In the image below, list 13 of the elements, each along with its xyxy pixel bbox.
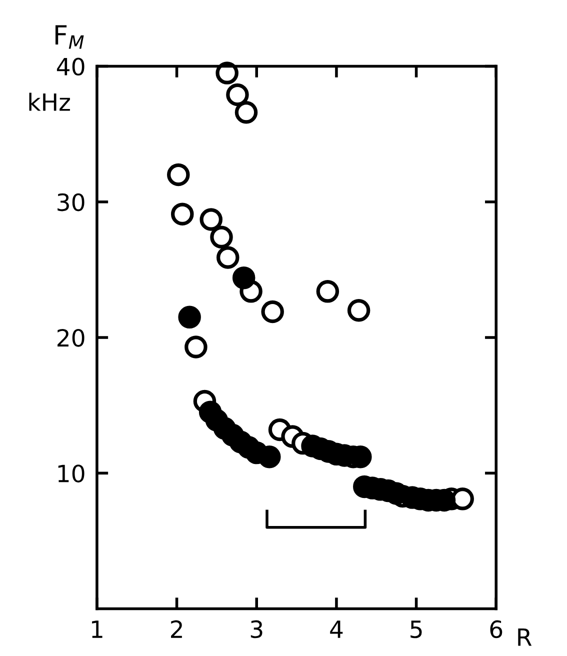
y-axis-title: F$_{M}$ — [56, 25, 84, 49]
x-tick-label: 6 — [490, 620, 502, 638]
text: kHz — [29, 92, 70, 111]
y-tick-label: 40 — [56, 58, 84, 76]
x-tick-label: 1 — [92, 620, 102, 638]
x-tick-label: 3 — [250, 620, 262, 638]
x-tick-label: 2 — [171, 620, 182, 638]
y-tick-label: 30 — [58, 193, 84, 212]
x-tick-label: 4 — [330, 620, 343, 638]
y-tick-label: 10 — [58, 464, 84, 482]
x-tick-label: 5 — [410, 620, 422, 638]
y-tick-label: 20 — [58, 328, 84, 347]
x-axis-title: R — [518, 628, 532, 646]
